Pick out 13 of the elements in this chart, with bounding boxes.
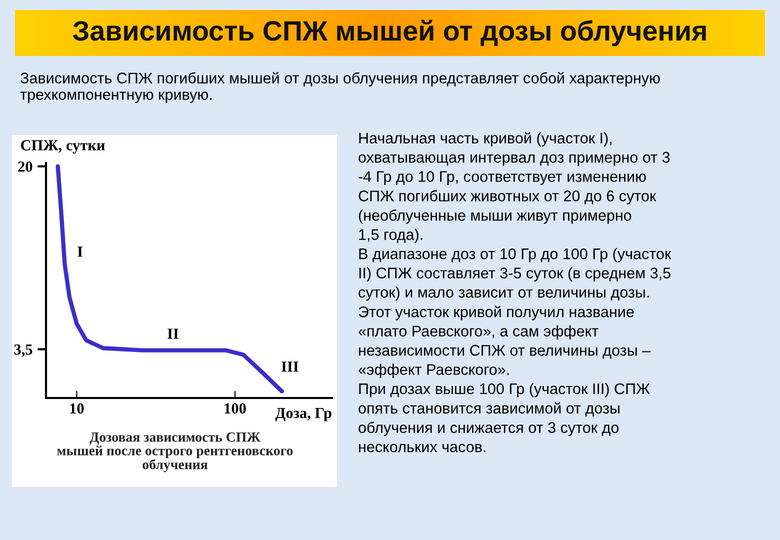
text: Начальная часть кривой (участок I), охватывающая интервал доз примерно от 3 -4 Гр до 10 Гр, соответствует изменению СПЖ погибших животных от 20 до 6 суток (необлученные мыши живут примерно 1,5 года). В диапазоне доз от 10 Гр до 100 Гр (участок II) СПЖ составляет 3-5 суток (в среднем 3,5 суток) и мало зависит от величины дозы. Этот участок кривой получил название «плато Раевского», а сам эффект независимости СПЖ от величины дозы – «эффект Раевского». При дозах выше 100 Гр (участок III) СПЖ опять становится зависимой от дозы облучения и снижается от 3 суток до нескольких часов. xyxy=(358,132,672,452)
annotation: III xyxy=(282,362,298,372)
annotation: I xyxy=(78,246,82,257)
text: Зависимость СПЖ мышей от дозы облучения xyxy=(72,20,706,46)
y-tick-label: 20 xyxy=(18,161,32,172)
y-axis-title: СПЖ, сутки xyxy=(21,140,105,154)
y-tick-label: 3,5 xyxy=(14,344,32,357)
chart-subtitle: Зависимость СПЖ погибших мышей от дозы облучения представляет собой характерную трехкомпонентную кривую. xyxy=(20,72,660,103)
text: Дозовая зависимость СПЖ мышей после острого рентгеновского облучения xyxy=(57,432,293,472)
x-axis-title: Доза, Гр xyxy=(275,408,332,422)
x-tick-label: 10 xyxy=(70,403,84,414)
x-tick-label: 100 xyxy=(224,403,246,414)
annotation: II xyxy=(168,328,178,339)
